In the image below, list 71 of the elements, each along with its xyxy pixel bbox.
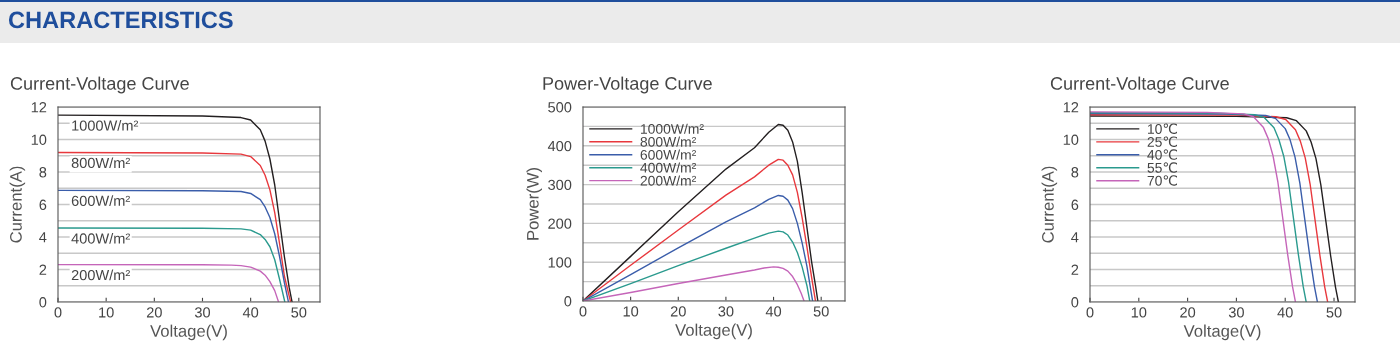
y-tick-label: 2 bbox=[1071, 264, 1079, 275]
x-tick-label: 40 bbox=[242, 307, 259, 318]
x-tick-label: 10 bbox=[623, 306, 639, 317]
y-tick-label: 12 bbox=[31, 102, 47, 113]
x-tick-label: 30 bbox=[194, 307, 211, 318]
legend-label: 10℃ bbox=[1148, 123, 1178, 134]
chart-title: Current-Voltage Curve bbox=[1050, 76, 1229, 94]
y-tick-label: 10 bbox=[1063, 134, 1079, 145]
x-tick-label: 20 bbox=[1180, 307, 1196, 318]
y-tick-label: 12 bbox=[1063, 102, 1079, 113]
y-tick-label: 8 bbox=[39, 167, 47, 178]
series-label: 400W/m² bbox=[71, 232, 130, 244]
legend-label: 25℃ bbox=[1147, 136, 1178, 147]
x-tick-label: 10 bbox=[1131, 307, 1147, 318]
legend-label: 400W/m² bbox=[640, 162, 697, 173]
line-series bbox=[58, 227, 286, 302]
chart-title: Current-Voltage Curve bbox=[10, 76, 189, 94]
y-axis-title: Current(A) bbox=[1041, 166, 1058, 243]
y-tick-label: 500 bbox=[548, 102, 572, 113]
x-tick-label: 20 bbox=[670, 306, 686, 317]
y-tick-label: 200 bbox=[548, 218, 572, 229]
line-series bbox=[583, 158, 817, 301]
x-tick-label: 0 bbox=[579, 306, 587, 317]
y-axis-title: Power(W) bbox=[526, 168, 542, 240]
legend-label: 600W/m² bbox=[640, 149, 697, 160]
y-axis-title: Current(A) bbox=[9, 166, 26, 243]
x-tick-label: 40 bbox=[765, 306, 782, 317]
x-tick-label: 40 bbox=[1277, 307, 1293, 318]
y-tick-label: 10 bbox=[31, 134, 47, 145]
line-series bbox=[58, 189, 290, 302]
x-axis-title: Voltage(V) bbox=[675, 323, 752, 340]
x-tick-label: 20 bbox=[146, 307, 162, 318]
x-tick-label: 0 bbox=[54, 307, 62, 318]
series-label: 1000W/m² bbox=[72, 120, 139, 131]
legend-label: 40℃ bbox=[1147, 149, 1178, 160]
y-tick-label: 6 bbox=[1071, 199, 1079, 210]
x-tick-label: 50 bbox=[291, 307, 307, 318]
x-tick-label: 50 bbox=[813, 306, 829, 317]
y-tick-label: 4 bbox=[1071, 232, 1079, 243]
legend-label: 55℃ bbox=[1147, 162, 1178, 173]
series-label: 600W/m² bbox=[71, 195, 130, 206]
y-tick-label: 400 bbox=[547, 140, 572, 152]
line-series bbox=[58, 263, 280, 302]
legend-label: 1000W/m² bbox=[641, 123, 704, 134]
y-tick-label: 0 bbox=[564, 296, 572, 307]
x-tick-label: 30 bbox=[1228, 307, 1244, 318]
y-tick-label: 8 bbox=[1071, 167, 1079, 178]
y-tick-label: 0 bbox=[39, 297, 47, 308]
x-axis-title: Voltage(V) bbox=[1183, 324, 1261, 341]
y-tick-label: 100 bbox=[548, 257, 572, 268]
y-tick-label: 4 bbox=[39, 232, 47, 243]
legend-label: 70℃ bbox=[1147, 175, 1178, 186]
line-series bbox=[583, 230, 811, 301]
series-label: 800W/m² bbox=[71, 157, 130, 169]
legend-label: 800W/m² bbox=[640, 136, 697, 147]
y-tick-label: 0 bbox=[1071, 297, 1079, 308]
line-series bbox=[583, 194, 814, 301]
y-tick-label: 300 bbox=[548, 179, 572, 191]
y-tick-label: 6 bbox=[39, 199, 47, 210]
x-tick-label: 0 bbox=[1086, 307, 1094, 318]
y-tick-label: 2 bbox=[39, 264, 47, 275]
x-tick-label: 50 bbox=[1326, 307, 1342, 318]
x-axis-title: Voltage(V) bbox=[150, 324, 227, 341]
text: CHARACTERISTICS bbox=[8, 11, 233, 29]
line-series bbox=[58, 151, 292, 302]
x-tick-label: 30 bbox=[718, 306, 734, 317]
x-tick-label: 10 bbox=[99, 307, 114, 318]
legend-label: 200W/m² bbox=[640, 175, 697, 186]
chart-title: Power-Voltage Curve bbox=[543, 76, 712, 94]
line-series bbox=[58, 114, 293, 302]
series-label: 200W/m² bbox=[71, 269, 130, 281]
